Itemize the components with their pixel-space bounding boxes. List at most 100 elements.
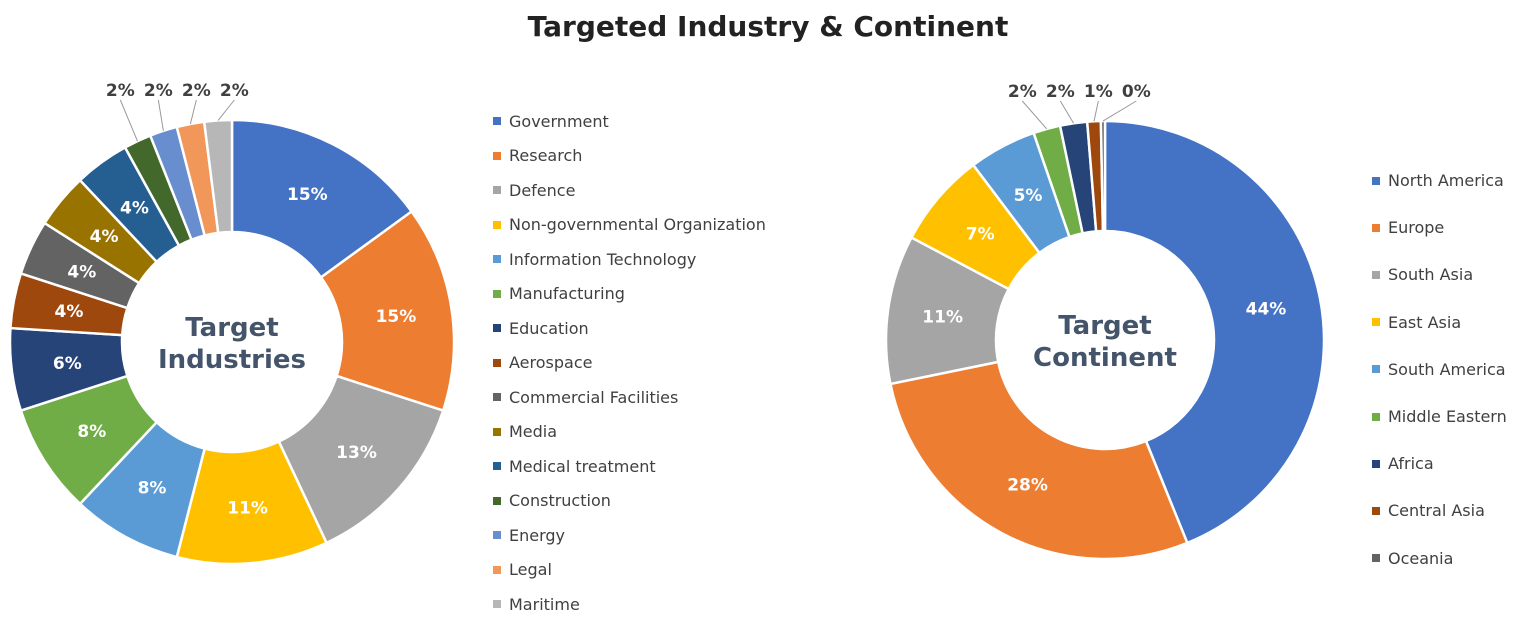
data-label: 44% xyxy=(1246,300,1287,320)
legend-item: East Asia xyxy=(1372,299,1507,346)
slice-research xyxy=(319,209,456,413)
legend-item: Aerospace xyxy=(493,346,766,381)
legend-item: Government xyxy=(493,104,766,139)
data-label: 2% xyxy=(1046,82,1075,102)
legend-label: Government xyxy=(509,111,609,131)
legend-swatch xyxy=(493,255,501,264)
legend-label: East Asia xyxy=(1388,312,1462,332)
legend-label: Europe xyxy=(1388,218,1445,238)
slice-oceania xyxy=(1099,119,1107,233)
legend-item: North America xyxy=(1372,157,1507,204)
legend-label: Energy xyxy=(509,525,566,545)
center-label: Target xyxy=(185,313,278,343)
leader-line xyxy=(1059,100,1074,124)
legend-label: Middle Eastern xyxy=(1388,407,1507,427)
legend-item: Maritime xyxy=(493,587,766,622)
leader-line xyxy=(189,99,197,125)
legend-swatch xyxy=(1372,270,1380,279)
slice-europe xyxy=(888,360,1189,561)
legend-label: Media xyxy=(509,422,558,442)
legend-swatch xyxy=(493,496,501,505)
legend-swatch xyxy=(1372,412,1380,421)
legend-item: Education xyxy=(493,311,766,346)
legend-label: Non-governmental Organization xyxy=(509,215,766,235)
legend-swatch xyxy=(493,117,501,126)
legend-swatch xyxy=(1372,318,1380,327)
leader-line xyxy=(157,99,164,131)
legend-item: Oceania xyxy=(1372,535,1507,582)
leader-line xyxy=(119,99,138,142)
legend-continent: North America Europe South Asia East Asia So… xyxy=(1372,157,1507,582)
data-label: 15% xyxy=(376,307,417,327)
legend-industries: Government Research Defence Non-governmenta… xyxy=(493,104,766,622)
legend-swatch xyxy=(493,220,501,229)
legend-swatch xyxy=(1372,506,1380,515)
slice-maritime xyxy=(202,118,234,235)
center-label: Target xyxy=(1058,311,1151,341)
data-label: 4% xyxy=(90,227,119,247)
legend-label: North America xyxy=(1388,171,1504,191)
leader-line xyxy=(1093,100,1099,122)
legend-item: Legal xyxy=(493,553,766,588)
legend-label: Maritime xyxy=(509,594,580,614)
legend-label: Central Asia xyxy=(1388,501,1485,521)
legend-item: South America xyxy=(1372,346,1507,393)
data-label: 2% xyxy=(106,81,135,101)
donut-charts: 15%15%13%11%8%8%6%4%4%4%4%2% 2% 2% 2%Target… xyxy=(8,81,1326,566)
data-label: 2% xyxy=(182,81,211,101)
legend-item: Europe xyxy=(1372,204,1507,251)
data-label: 0% xyxy=(1122,82,1151,102)
center-label: Continent xyxy=(1033,343,1177,373)
legend-label: Research xyxy=(509,146,583,166)
legend-label: Medical treatment xyxy=(509,456,656,476)
data-label: 7% xyxy=(966,225,995,245)
data-label: 2% xyxy=(1008,82,1037,102)
legend-item: Middle Eastern xyxy=(1372,393,1507,440)
data-label: 11% xyxy=(922,308,963,328)
data-label: 11% xyxy=(227,498,268,518)
data-label: 13% xyxy=(336,443,377,463)
data-label: 8% xyxy=(77,422,106,442)
legend-item: Construction xyxy=(493,484,766,519)
legend-swatch xyxy=(493,462,501,471)
legend-swatch xyxy=(493,427,501,436)
data-label: 5% xyxy=(1014,186,1043,206)
legend-swatch xyxy=(493,324,501,333)
legend-item: Africa xyxy=(1372,440,1507,487)
legend-label: Education xyxy=(509,318,589,338)
legend-swatch xyxy=(493,393,501,402)
center-label: Industries xyxy=(158,345,306,375)
legend-label: Aerospace xyxy=(509,353,593,373)
slice-north-america xyxy=(1103,119,1326,545)
legend-label: Construction xyxy=(509,491,611,511)
legend-item: Defence xyxy=(493,173,766,208)
legend-label: South Asia xyxy=(1388,265,1474,285)
data-label: 1% xyxy=(1084,82,1113,102)
data-label: 4% xyxy=(55,302,84,322)
leader-line xyxy=(1102,100,1137,122)
legend-swatch xyxy=(493,151,501,160)
legend-swatch xyxy=(493,531,501,540)
data-label: 2% xyxy=(144,81,173,101)
legend-swatch xyxy=(493,358,501,367)
legend-item: Central Asia xyxy=(1372,487,1507,534)
legend-item: Commercial Facilities xyxy=(493,380,766,415)
data-label: 4% xyxy=(67,262,96,282)
legend-item: Medical treatment xyxy=(493,449,766,484)
legend-item: Energy xyxy=(493,518,766,553)
legend-swatch xyxy=(493,600,501,609)
legend-item: South Asia xyxy=(1372,251,1507,298)
legend-item: Non-governmental Organization xyxy=(493,208,766,243)
legend-label: Oceania xyxy=(1388,548,1454,568)
leader-line xyxy=(217,99,235,121)
data-label: 2% xyxy=(220,81,249,101)
legend-swatch xyxy=(1372,459,1380,468)
legend-label: Information Technology xyxy=(509,249,697,269)
data-label: 8% xyxy=(138,478,167,498)
slice-government xyxy=(230,118,414,280)
legend-swatch xyxy=(493,289,501,298)
legend-swatch xyxy=(493,565,501,574)
data-label: 6% xyxy=(53,354,82,374)
legend-swatch xyxy=(1372,554,1380,563)
chart-title: Targeted Industry & Continent xyxy=(527,10,1009,43)
